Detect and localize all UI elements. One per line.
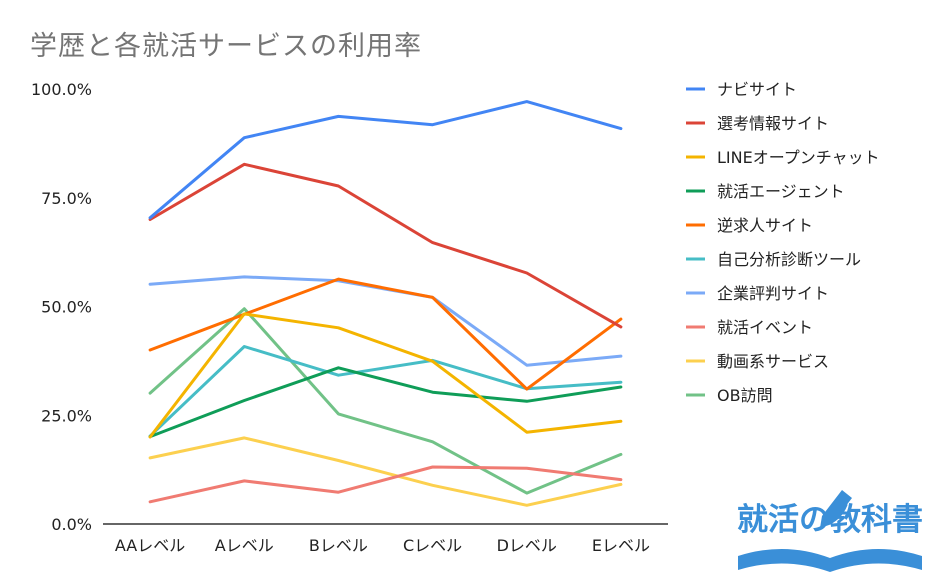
x-tick-label: Eレベル	[592, 536, 650, 555]
series-line	[148, 162, 623, 329]
legend-label: 動画系サービス	[717, 352, 829, 371]
x-tick-label: Aレベル	[215, 536, 274, 555]
legend-label: 就活エージェント	[717, 182, 845, 201]
series-line	[148, 277, 623, 391]
legend-label: LINEオープンチャット	[717, 148, 880, 167]
x-axis-ticks: AAレベル Aレベル Bレベル Cレベル Dレベル Eレベル	[115, 536, 650, 555]
book-icon	[738, 548, 922, 572]
x-tick-label: AAレベル	[115, 536, 185, 555]
y-tick-label: 100.0%	[31, 80, 92, 99]
watermark-text: 就活の教科書	[737, 502, 923, 538]
x-tick-label: Dレベル	[497, 536, 557, 555]
legend-label: 就活イベント	[717, 318, 813, 337]
x-tick-label: Bレベル	[309, 536, 368, 555]
legend-label: ナビサイト	[717, 80, 797, 99]
legend-label: 企業評判サイト	[717, 284, 829, 303]
legend-label: 逆求人サイト	[717, 216, 813, 235]
y-tick-label: 50.0%	[41, 298, 92, 317]
y-axis-ticks: 0.0% 25.0% 50.0% 75.0% 100.0%	[31, 80, 92, 534]
y-tick-label: 75.0%	[41, 189, 92, 208]
y-tick-label: 0.0%	[51, 515, 92, 534]
series-line	[148, 100, 623, 220]
chart-title: 学歴と各就活サービスの利用率	[30, 31, 422, 62]
series-lines	[148, 100, 623, 507]
x-tick-label: Cレベル	[403, 536, 462, 555]
logo-watermark: 就活の教科書	[737, 490, 923, 572]
legend-label: OB訪問	[717, 386, 773, 405]
series-line	[148, 307, 623, 495]
series-line	[148, 345, 623, 438]
legend-label: 自己分析診断ツール	[717, 250, 861, 269]
legend-label: 選考情報サイト	[717, 114, 829, 133]
pen-icon	[820, 490, 852, 528]
series-line	[148, 366, 623, 439]
series-line	[148, 312, 623, 439]
series-line	[148, 436, 623, 507]
y-tick-label: 25.0%	[41, 406, 92, 425]
series-line	[148, 275, 623, 367]
series-line	[148, 465, 623, 504]
